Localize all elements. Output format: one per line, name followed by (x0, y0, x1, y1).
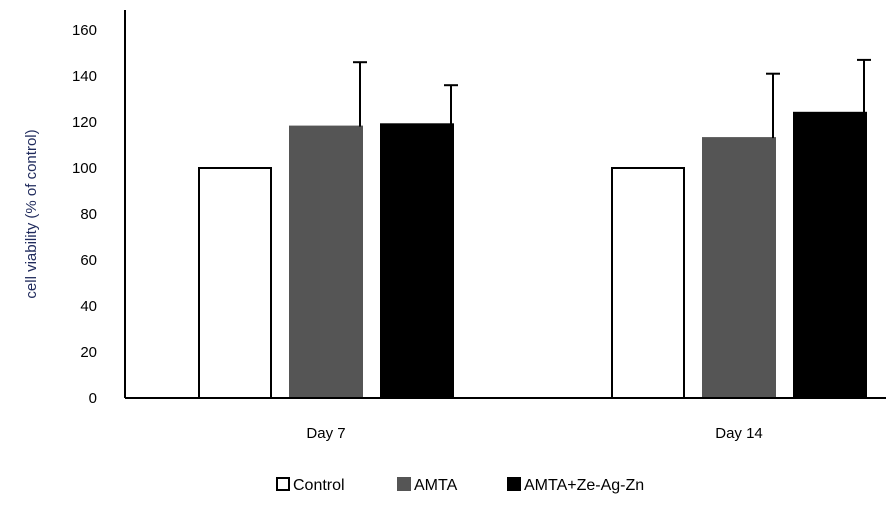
bar-control-day-14 (611, 167, 685, 399)
y-tick-label: 40 (80, 298, 97, 315)
y-tick-label: 20 (80, 344, 97, 361)
legend-label: AMTA (414, 477, 458, 494)
x-tick-label: Day 7 (306, 425, 345, 442)
bar-amta-day-14 (702, 137, 776, 399)
legend-swatch (507, 477, 521, 491)
y-tick-label: 160 (72, 22, 97, 39)
x-tick-label: Day 14 (715, 425, 763, 442)
y-tick-label: 80 (80, 206, 97, 223)
y-axis-ticks: 0 20 40 60 80 100 120 140 160 (72, 22, 97, 407)
y-tick-label: 0 (89, 390, 97, 407)
legend-swatch (397, 477, 411, 491)
y-tick-label: 120 (72, 114, 97, 131)
legend-swatch (276, 477, 290, 491)
y-axis-label: cell viability (% of control) (23, 129, 40, 298)
legend-label: Control (293, 477, 345, 494)
bar-control-day-7 (198, 167, 272, 399)
y-tick-label: 100 (72, 160, 97, 177)
y-tick-label: 140 (72, 68, 97, 85)
bar-amta-ze-ag-zn-day-7 (380, 123, 454, 400)
legend-label: AMTA+Ze-Ag-Zn (524, 477, 644, 494)
error-bars (353, 58, 871, 139)
bar-amta-day-7 (289, 125, 363, 399)
legend: Control AMTA AMTA+Ze-Ag-Zn (276, 477, 644, 494)
bar-amta-ze-ag-zn-day-14 (793, 111, 867, 400)
bars (198, 111, 867, 400)
x-axis-labels: Day 7 Day 14 (306, 425, 762, 442)
y-tick-label: 60 (80, 252, 97, 269)
